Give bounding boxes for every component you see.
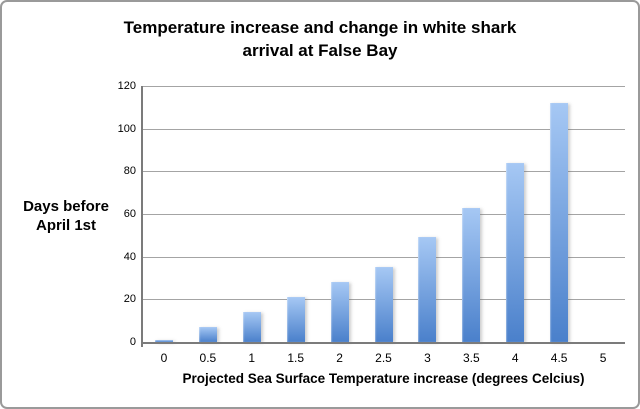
x-tick-label-4.5: 4.5 — [550, 351, 568, 365]
y-axis-title-line-1: Days before — [23, 198, 109, 215]
chart-title-line-1: Temperature increase and change in white… — [123, 18, 517, 37]
x-tick-label-2: 2 — [336, 351, 343, 365]
x-tick-label-1: 1 — [248, 351, 256, 365]
x-axis-line — [142, 342, 625, 344]
gridline-100 — [142, 128, 625, 130]
y-tick-label-120: 120 — [117, 80, 136, 92]
y-tick-label-80: 80 — [123, 165, 136, 178]
bar-3 — [418, 237, 437, 342]
y-axis-title: Days before April 1st — [10, 197, 122, 235]
x-tick-label-1.5: 1.5 — [287, 351, 305, 365]
x-tick-label-3: 3 — [424, 351, 431, 365]
y-tick-label-40: 40 — [123, 250, 136, 263]
y-axis-line — [141, 86, 143, 347]
x-tick-label-2.5: 2.5 — [375, 351, 392, 365]
gridline-80 — [142, 171, 625, 173]
bar-0.5 — [198, 327, 217, 342]
x-tick-label-0.5: 0.5 — [199, 351, 217, 365]
y-tick-label-100: 100 — [117, 122, 136, 135]
chart-title-line-2: arrival at False Bay — [242, 41, 398, 60]
y-tick-label-20: 20 — [123, 293, 136, 306]
gridline-120 — [142, 86, 625, 87]
bar-3.5 — [462, 207, 481, 342]
bar-1.5 — [286, 297, 305, 342]
x-tick-label-3.5: 3.5 — [462, 351, 480, 365]
gridline-40 — [142, 256, 625, 258]
x-tick-label-4: 4 — [511, 351, 519, 365]
x-tick-label-5: 5 — [599, 351, 607, 365]
bar-0 — [154, 339, 173, 342]
bar-2 — [330, 282, 349, 342]
x-tick-label-0: 0 — [160, 351, 168, 365]
bar-4.5 — [550, 103, 569, 342]
bar-4 — [506, 162, 525, 342]
y-axis-title-line-2: April 1st — [35, 217, 96, 234]
gridline-60 — [142, 214, 625, 215]
chart-title: Temperature increase and change in white… — [2, 16, 638, 62]
bar-2.5 — [374, 267, 393, 342]
y-tick-label-60: 60 — [123, 208, 136, 220]
y-tick-label-0: 0 — [129, 336, 136, 348]
bar-1 — [242, 312, 261, 342]
x-axis-title: Projected Sea Surface Temperature increa… — [182, 371, 585, 386]
